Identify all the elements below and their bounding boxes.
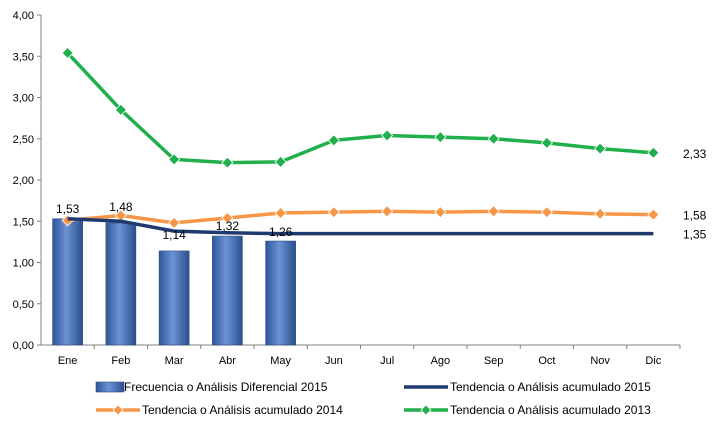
- data-label: 1,14: [162, 228, 186, 242]
- legend-marker: [112, 404, 124, 416]
- data-point: [594, 207, 607, 220]
- bar: [158, 250, 190, 346]
- data-point: [327, 134, 340, 147]
- series-line: [67, 209, 654, 225]
- data-point: [327, 206, 340, 219]
- legend-label: Tendencia o Análisis acumulado 2014: [142, 403, 343, 417]
- lines-layer: [61, 46, 660, 236]
- legend-label: Tendencia o Análisis acumulado 2015: [450, 380, 651, 394]
- y-tick-label: 2,50: [13, 134, 34, 146]
- x-tick-label: Oct: [538, 355, 555, 367]
- legend-label: Tendencia o Análisis acumulado 2013: [450, 403, 651, 417]
- y-tick-label: 1,00: [13, 258, 34, 270]
- bar: [212, 235, 243, 346]
- data-point: [381, 129, 394, 142]
- data-point: [381, 205, 394, 218]
- x-tick-label: Jul: [380, 355, 394, 367]
- end-value-label: 1,35: [683, 228, 707, 242]
- data-point: [487, 132, 500, 145]
- y-tick-label: 1,50: [13, 216, 34, 228]
- data-point: [540, 206, 553, 219]
- data-point: [647, 146, 660, 159]
- end-value-label: 2,33: [683, 147, 707, 161]
- y-tick-label: 3,50: [13, 51, 34, 63]
- data-point: [221, 156, 234, 169]
- series-line: [66, 51, 654, 165]
- labels-layer: 1,53 1,48 1,14 1,32 1,26 1,35 1,58 2,33: [56, 147, 707, 242]
- data-point: [434, 206, 447, 219]
- end-value-label: 1,58: [683, 209, 707, 223]
- y-tick-label: 4,00: [13, 10, 34, 22]
- data-point: [168, 153, 181, 166]
- data-point: [274, 206, 287, 220]
- data-point: [540, 136, 553, 149]
- legend-swatch: [95, 381, 125, 393]
- axes-layer: 0,00 0,50 1,00 1,50 2,00 2,50 3,00 3,50 4,00 Ene F…: [13, 10, 681, 367]
- x-tick-label: Mar: [165, 355, 184, 367]
- data-label: 1,48: [109, 200, 133, 214]
- data-label: 1,32: [216, 219, 240, 233]
- bars-layer: [52, 218, 296, 346]
- data-point: [274, 155, 287, 168]
- data-label: 1,53: [56, 202, 80, 216]
- x-tick-label: Ene: [58, 355, 78, 367]
- data-point: [487, 205, 500, 218]
- legend: Frecuencia o Análisis Diferencial 2015 Te…: [95, 380, 651, 417]
- y-tick-label: 3,00: [13, 93, 34, 105]
- data-point: [434, 131, 447, 144]
- bar: [105, 222, 137, 346]
- data-point: [168, 216, 181, 229]
- data-label: 1,26: [269, 225, 293, 239]
- x-tick-label: Jun: [325, 355, 343, 367]
- x-tick-label: Ago: [431, 355, 451, 367]
- x-tick-label: Nov: [590, 355, 610, 367]
- data-point: [221, 211, 234, 225]
- y-tick-label: 2,00: [13, 175, 34, 187]
- y-tick-label: 0,00: [13, 340, 34, 352]
- x-tick-label: May: [270, 355, 291, 367]
- legend-label: Frecuencia o Análisis Diferencial 2015: [124, 380, 328, 394]
- legend-marker: [420, 404, 432, 416]
- data-point: [61, 46, 74, 60]
- x-tick-label: Sep: [484, 355, 504, 367]
- y-tick-label: 0,50: [13, 299, 34, 311]
- data-point: [114, 103, 127, 116]
- x-tick-label: Dic: [645, 355, 661, 367]
- series-line: [67, 217, 654, 236]
- x-tick-label: Feb: [111, 355, 130, 367]
- bar: [265, 240, 296, 346]
- data-point: [594, 142, 607, 155]
- data-point: [647, 208, 660, 221]
- bar: [52, 218, 83, 346]
- x-tick-label: Abr: [219, 355, 236, 367]
